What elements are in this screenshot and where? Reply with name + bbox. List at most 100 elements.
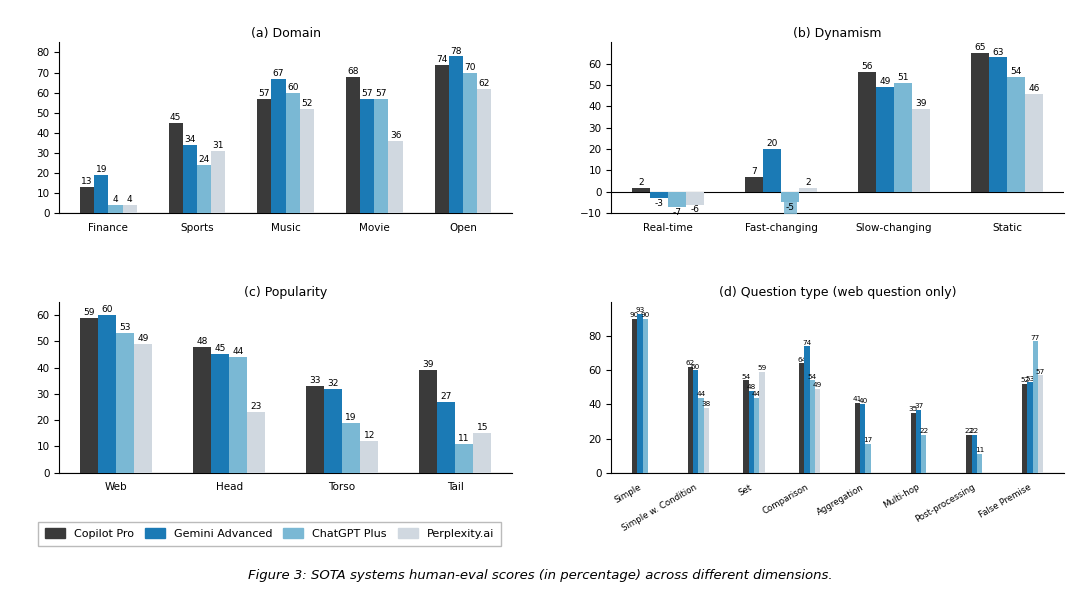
Text: 33: 33 [309, 376, 321, 385]
Text: 65: 65 [974, 43, 986, 52]
Text: 31: 31 [213, 141, 224, 150]
Text: 60: 60 [102, 305, 112, 314]
Text: 49: 49 [879, 78, 891, 87]
Text: 70: 70 [464, 63, 476, 72]
Bar [117, 333, 134, 473]
Text: 49: 49 [137, 334, 149, 343]
Text: 45: 45 [215, 344, 226, 353]
Text: 53: 53 [1025, 376, 1035, 382]
Bar [1027, 382, 1032, 473]
Text: 77: 77 [1030, 335, 1040, 341]
Text: 11: 11 [975, 447, 984, 453]
Bar [876, 87, 894, 192]
Bar [271, 79, 285, 213]
Bar [389, 141, 403, 213]
Text: 2: 2 [806, 178, 811, 187]
Text: 7: 7 [751, 167, 757, 176]
Bar [762, 149, 781, 192]
Text: 37: 37 [914, 403, 923, 409]
Bar [477, 88, 491, 213]
Bar [781, 192, 799, 202]
Text: 54: 54 [808, 374, 816, 380]
Bar [637, 314, 643, 473]
Text: -6: -6 [691, 205, 700, 215]
Text: 63: 63 [993, 47, 1003, 56]
Text: 44: 44 [752, 391, 761, 397]
Bar [815, 389, 821, 473]
Text: 38: 38 [702, 401, 711, 407]
Bar [108, 205, 122, 213]
Bar [743, 381, 748, 473]
Bar [197, 165, 212, 213]
Bar [455, 444, 473, 473]
Text: 64: 64 [797, 357, 807, 363]
Text: 60: 60 [287, 83, 298, 92]
Bar [865, 444, 870, 473]
Text: 74: 74 [436, 55, 447, 64]
Text: 78: 78 [450, 47, 461, 56]
Bar [257, 99, 271, 213]
Title: (d) Question type (web question only): (d) Question type (web question only) [719, 287, 956, 299]
Text: 57: 57 [1036, 368, 1045, 375]
Text: 57: 57 [376, 89, 387, 98]
Text: 24: 24 [199, 155, 210, 164]
Bar [419, 370, 437, 473]
Bar [1032, 341, 1038, 473]
Bar [799, 187, 818, 192]
Bar [693, 370, 699, 473]
Text: 12: 12 [364, 431, 375, 440]
Bar [699, 398, 703, 473]
Bar [894, 83, 913, 192]
Bar [810, 381, 815, 473]
Text: 32: 32 [327, 379, 339, 388]
Text: 36: 36 [390, 131, 402, 140]
Text: 4: 4 [112, 195, 118, 204]
Bar [212, 151, 226, 213]
Text: 48: 48 [197, 336, 207, 345]
Bar [437, 402, 455, 473]
Text: 44: 44 [697, 391, 705, 397]
Bar [168, 123, 183, 213]
Bar [122, 205, 137, 213]
Text: 62: 62 [478, 79, 490, 88]
Text: 15: 15 [476, 423, 488, 432]
Text: 56: 56 [861, 62, 873, 72]
Text: 90: 90 [630, 312, 639, 318]
Text: 41: 41 [853, 396, 862, 402]
Text: 67: 67 [273, 68, 284, 78]
Bar [989, 58, 1007, 192]
Text: 34: 34 [185, 135, 195, 144]
Text: 49: 49 [813, 382, 822, 388]
Text: 19: 19 [95, 165, 107, 174]
Text: 57: 57 [258, 89, 270, 98]
Text: 46: 46 [1028, 84, 1040, 93]
Bar [342, 423, 361, 473]
Bar [858, 72, 876, 192]
Bar [211, 355, 229, 473]
Bar [967, 435, 972, 473]
Text: 74: 74 [802, 339, 812, 345]
Bar [860, 404, 865, 473]
Text: -7: -7 [673, 208, 681, 216]
Bar [300, 108, 314, 213]
Bar [247, 412, 266, 473]
Text: 22: 22 [919, 428, 929, 435]
Bar [193, 347, 211, 473]
Text: 13: 13 [81, 177, 93, 186]
Bar [745, 177, 762, 192]
Title: (c) Popularity: (c) Popularity [244, 287, 327, 299]
Bar [324, 388, 342, 473]
Bar [375, 99, 389, 213]
Bar [921, 435, 927, 473]
Bar [754, 398, 759, 473]
Bar [134, 344, 152, 473]
Bar [473, 433, 491, 473]
Text: -3: -3 [654, 199, 663, 208]
Text: 4: 4 [126, 195, 133, 204]
Text: 53: 53 [120, 324, 131, 333]
Text: 22: 22 [970, 428, 978, 435]
Text: 93: 93 [635, 307, 645, 313]
Text: 17: 17 [864, 437, 873, 443]
Bar [306, 386, 324, 473]
Text: 44: 44 [232, 347, 244, 356]
